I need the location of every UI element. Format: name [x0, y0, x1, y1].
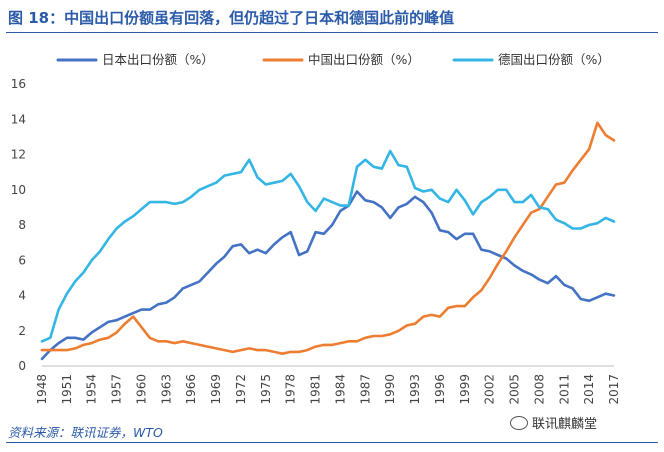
x-tick-label: 1981 — [309, 374, 323, 405]
bottom-divider — [6, 442, 658, 443]
x-tick-label: 1996 — [433, 374, 447, 405]
y-tick-label: 12 — [11, 148, 26, 162]
series-line-china — [40, 121, 616, 356]
y-axis: 0 2 4 6 8 10 12 14 16 — [11, 77, 26, 373]
series-line-germany — [40, 149, 616, 343]
x-tick-label: 1972 — [234, 374, 248, 405]
x-tick-label: 1963 — [159, 374, 173, 405]
chart-title: 图 18：中国出口份额虽有回落，但仍超过了日本和德国此前的峰值 — [8, 9, 455, 27]
y-tick-label: 16 — [11, 77, 26, 91]
series-layer — [40, 121, 616, 361]
y-tick-label: 8 — [18, 218, 26, 232]
chart-legend: 日本出口份额（%） 中国出口份额（%） 德国出口份额（%） — [56, 52, 610, 67]
legend-label: 中国出口份额（%） — [308, 52, 420, 67]
x-tick-label: 2014 — [582, 374, 596, 405]
title-divider — [6, 32, 658, 33]
x-tick-label: 1999 — [458, 374, 472, 405]
x-tick-label: 2011 — [557, 374, 571, 405]
x-tick-label: 1966 — [184, 374, 198, 405]
wechat-icon — [510, 416, 528, 430]
legend-label: 德国出口份额（%） — [498, 52, 610, 67]
x-tick-label: 2005 — [508, 374, 522, 405]
x-tick-label: 1969 — [209, 374, 223, 405]
x-tick-label: 1990 — [383, 374, 397, 405]
x-tick-label: 1954 — [85, 374, 99, 405]
x-tick-label: 2017 — [607, 374, 621, 405]
x-tick-label: 2008 — [532, 374, 546, 405]
y-tick-label: 2 — [18, 324, 26, 338]
series-line-japan — [40, 190, 616, 361]
y-tick-label: 0 — [18, 359, 26, 373]
x-tick-label: 1984 — [333, 374, 347, 405]
x-tick-label: 1948 — [35, 374, 49, 405]
legend-label: 日本出口份额（%） — [102, 52, 214, 67]
source-note: 资料来源：联讯证券，WTO — [8, 425, 163, 440]
y-tick-label: 4 — [18, 289, 26, 303]
y-tick-label: 14 — [11, 112, 26, 126]
x-tick-label: 1978 — [284, 374, 298, 405]
x-tick-label: 2002 — [483, 374, 497, 405]
x-tick-label: 1975 — [259, 374, 273, 405]
y-tick-label: 6 — [18, 253, 26, 267]
x-tick-label: 1993 — [408, 374, 422, 405]
watermark: 联讯麒麟堂 — [510, 413, 597, 432]
watermark-label: 联讯麒麟堂 — [532, 417, 598, 432]
x-tick-label: 1987 — [358, 374, 372, 405]
x-tick-label: 1951 — [60, 374, 74, 405]
x-axis: 1948 1951 1954 1957 1960 1963 1966 1969 1972 1975… — [35, 365, 621, 405]
x-tick-label: 1960 — [134, 374, 148, 405]
x-tick-label: 1957 — [110, 374, 124, 405]
y-tick-label: 10 — [11, 183, 26, 197]
